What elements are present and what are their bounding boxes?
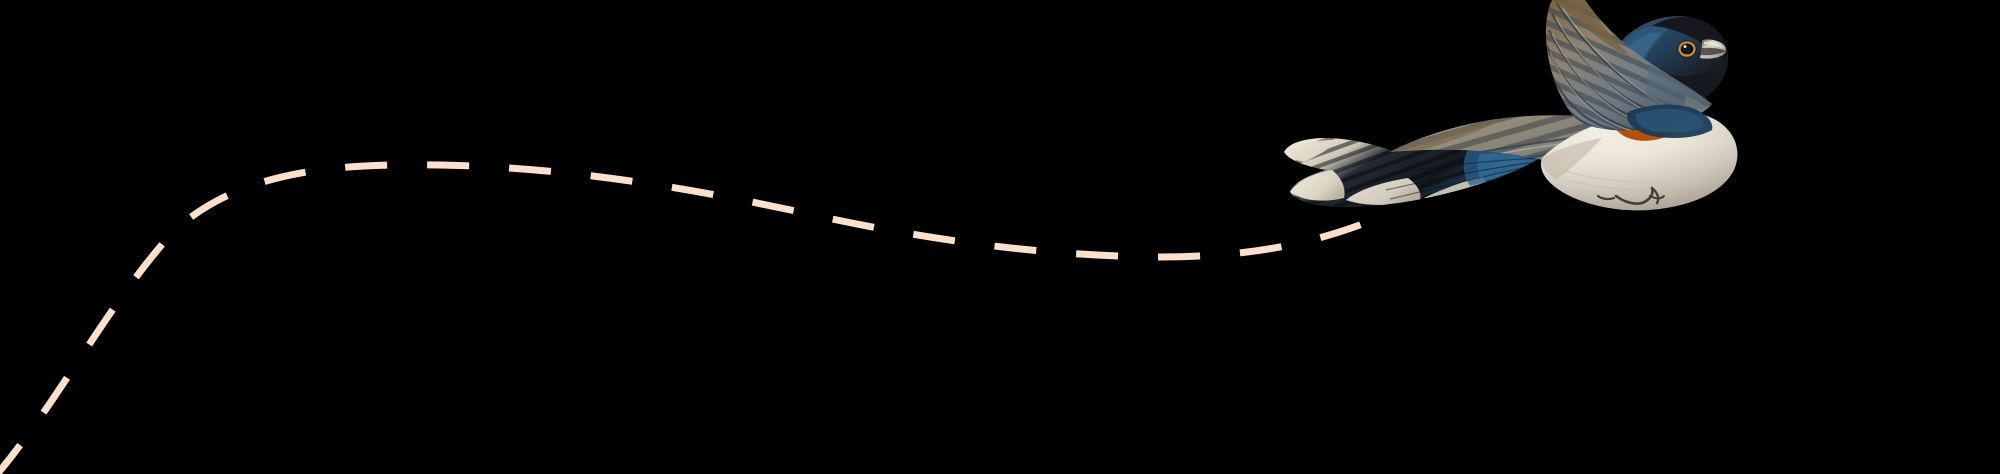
- bird-beak: [1700, 39, 1726, 59]
- bird-tail: [1284, 138, 1541, 208]
- flight-trail: [0, 161, 1370, 474]
- flight-trail-path: [0, 161, 1370, 474]
- bird-illustration: [1284, 0, 1738, 211]
- bird-shoulder: [1627, 104, 1713, 138]
- bird-eye: [1677, 40, 1697, 58]
- bird-feet: [1596, 186, 1665, 205]
